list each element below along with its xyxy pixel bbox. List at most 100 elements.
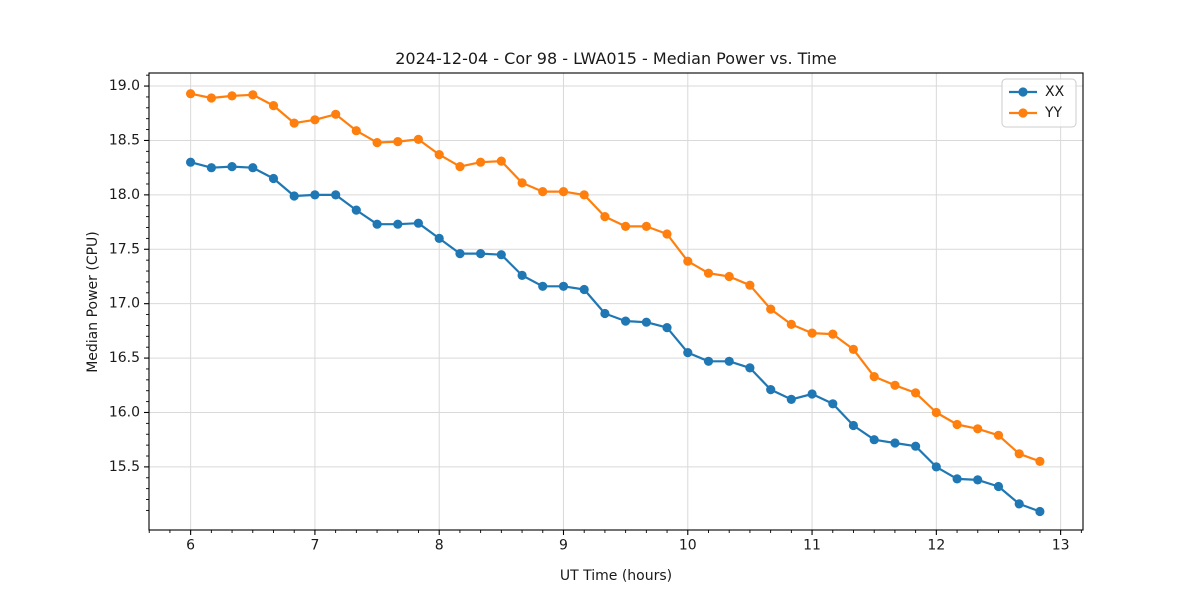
data-point-XX [600, 308, 610, 319]
y-axis-label: Median Power (CPU) [85, 231, 101, 373]
data-point-XX [766, 385, 776, 395]
data-point-XX [1035, 506, 1045, 517]
data-point-YY [621, 221, 631, 231]
x-tick-label: 10 [679, 538, 697, 554]
data-point-YY [206, 93, 216, 103]
x-tick-label: 13 [1052, 538, 1070, 554]
y-tick-label: 18.0 [109, 187, 140, 203]
data-point-XX [538, 281, 548, 291]
data-point-YY [973, 424, 983, 434]
data-point-XX [952, 474, 962, 484]
x-tick-label: 6 [186, 538, 195, 554]
axes-layer: 6 7 8 9 10 11 12 13 15.5 16.0 16.5 17.0 17.5 18.0 18.5… [109, 72, 1084, 554]
data-point-XX [828, 399, 838, 409]
y-tick-label: 17.0 [109, 296, 140, 312]
plot-border [148, 72, 1084, 531]
y-tick-label: 19.0 [109, 78, 140, 94]
data-point-YY [579, 190, 589, 200]
data-point-XX [434, 233, 444, 243]
grid-layer [149, 73, 1083, 530]
x-tick-label: 11 [803, 538, 821, 554]
data-point-YY [766, 304, 776, 314]
data-point-YY [683, 256, 693, 266]
data-point-YY [413, 134, 423, 144]
data-point-XX [931, 462, 941, 472]
legend-swatch-marker-XX [1018, 87, 1028, 97]
data-point-YY [911, 388, 921, 398]
data-point-YY [268, 101, 279, 111]
data-point-YY [248, 90, 258, 100]
data-point-YY [538, 187, 548, 197]
data-point-XX [268, 173, 279, 184]
data-point-YY [1014, 449, 1024, 459]
data-point-XX [973, 475, 983, 485]
legend-label-XX: XX [1045, 84, 1065, 100]
data-point-YY [310, 115, 320, 125]
x-tick-label: 9 [559, 538, 568, 554]
data-point-XX [310, 190, 320, 200]
data-point-XX [413, 218, 423, 228]
data-point-XX [993, 481, 1004, 492]
chart-title: 2024-12-04 - Cor 98 - LWA015 - Median Po… [395, 49, 837, 68]
data-point-YY [351, 126, 361, 136]
data-point-XX [186, 157, 196, 167]
y-tick-label: 16.5 [109, 350, 140, 366]
data-point-YY [890, 380, 900, 390]
data-point-XX [372, 219, 382, 229]
data-point-XX [724, 356, 734, 366]
data-point-YY [993, 430, 1004, 440]
data-point-XX [558, 281, 569, 291]
x-tick-label: 12 [927, 538, 945, 554]
y-tick-label: 16.0 [109, 404, 140, 420]
data-point-XX [683, 348, 693, 358]
data-point-YY [952, 419, 962, 430]
data-point-XX [227, 162, 237, 172]
series-line-XX [189, 161, 1042, 513]
data-point-YY [1035, 456, 1045, 466]
data-point-YY [434, 150, 444, 160]
data-point-YY [558, 187, 569, 197]
data-point-XX [848, 420, 859, 431]
data-point-XX [621, 316, 631, 326]
data-point-XX [476, 249, 486, 259]
data-point-YY [496, 156, 506, 166]
data-point-XX [807, 389, 817, 399]
data-point-XX [745, 363, 755, 373]
y-tick-label: 18.5 [109, 132, 140, 148]
data-point-YY [828, 329, 838, 339]
data-point-XX [579, 284, 589, 295]
data-point-YY [289, 118, 299, 128]
data-point-XX [641, 317, 652, 327]
data-point-YY [600, 212, 610, 222]
data-point-YY [869, 372, 879, 382]
data-point-XX [786, 394, 796, 404]
data-point-XX [869, 435, 879, 445]
data-point-YY [786, 319, 796, 329]
data-point-YY [724, 271, 734, 282]
data-point-YY [641, 221, 652, 231]
data-point-XX [351, 205, 361, 215]
data-point-XX [455, 249, 465, 259]
legend: XX YY [1001, 78, 1077, 128]
x-tick-label: 7 [310, 538, 319, 554]
legend-label-YY: YY [1044, 105, 1063, 121]
data-point-XX [662, 323, 672, 333]
data-point-XX [517, 270, 527, 280]
data-point-XX [496, 250, 506, 260]
y-tick-label: 15.5 [109, 459, 140, 475]
data-point-YY [807, 328, 817, 338]
data-point-YY [331, 109, 341, 119]
data-point-YY [186, 89, 196, 99]
legend-box [1001, 78, 1077, 128]
legend-swatch-marker-YY [1018, 108, 1028, 118]
data-point-YY [372, 138, 382, 148]
data-point-YY [476, 157, 486, 167]
data-point-XX [248, 163, 258, 173]
data-point-XX [911, 441, 921, 451]
data-point-YY [227, 91, 237, 101]
data-point-YY [848, 344, 859, 354]
data-point-XX [1014, 499, 1024, 509]
data-point-YY [931, 407, 941, 418]
data-point-XX [289, 191, 299, 201]
